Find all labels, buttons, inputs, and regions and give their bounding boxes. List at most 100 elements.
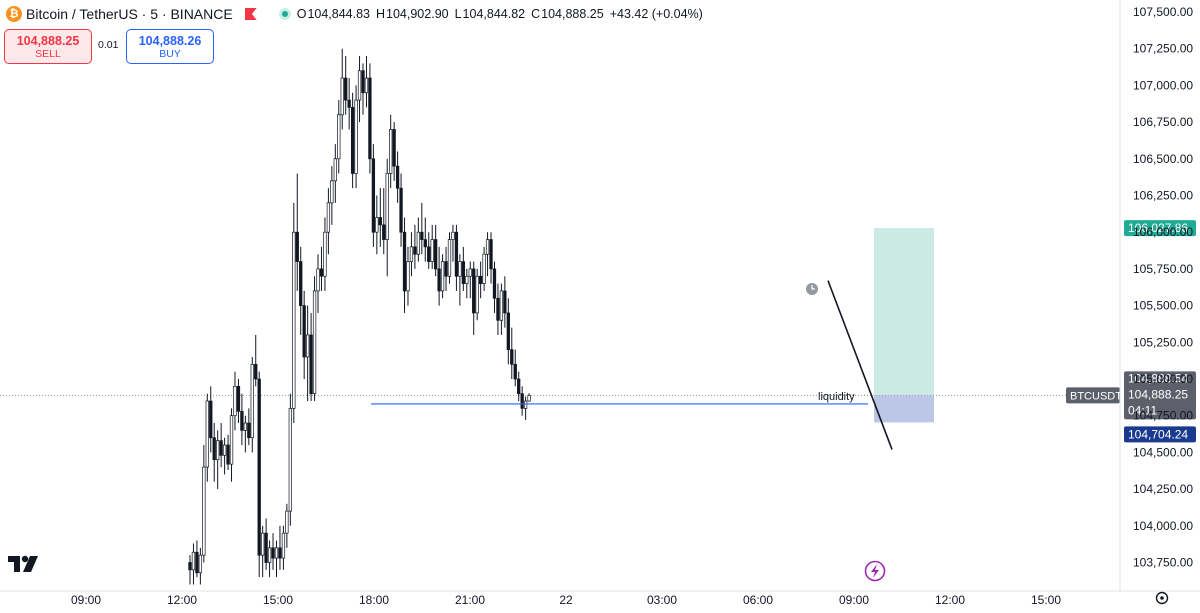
candle-body xyxy=(354,99,358,174)
candle-body xyxy=(499,290,504,321)
candle xyxy=(285,503,289,548)
candle-body xyxy=(527,395,531,402)
candle-body xyxy=(250,363,254,439)
candle-body xyxy=(191,551,196,571)
candle-body xyxy=(219,440,223,456)
candle-body xyxy=(461,261,465,284)
candle xyxy=(347,78,351,130)
candle xyxy=(430,224,434,269)
candle-body xyxy=(312,290,317,395)
candle-body xyxy=(371,158,376,233)
last-price-badge[interactable]: 104,888.54 104,888.25 04:11 xyxy=(1124,371,1196,420)
candle xyxy=(305,305,310,402)
candle-body xyxy=(333,158,337,182)
target-zone[interactable] xyxy=(874,228,934,396)
candle xyxy=(344,56,348,115)
candle xyxy=(402,217,407,313)
candle xyxy=(382,188,386,255)
candle xyxy=(368,63,372,174)
candle-body xyxy=(247,422,251,439)
candle-body xyxy=(423,239,427,248)
candle-body xyxy=(447,239,452,277)
time-axis[interactable] xyxy=(0,591,1200,613)
candle xyxy=(198,547,203,585)
candle xyxy=(406,246,410,306)
tradingview-logo[interactable] xyxy=(8,552,42,574)
candle xyxy=(243,415,248,453)
candle-body xyxy=(520,393,524,409)
candle-body xyxy=(510,349,514,365)
time-tick-label: 21:00 xyxy=(455,593,485,607)
trendline[interactable] xyxy=(827,280,893,450)
stop-zone[interactable] xyxy=(874,395,934,423)
candle xyxy=(229,408,234,482)
target-price-label[interactable]: 106,027.86 xyxy=(1124,220,1196,237)
candle-body xyxy=(281,532,286,559)
candle-body xyxy=(340,77,344,116)
price-tick-label: 107,250.00 xyxy=(1133,42,1193,56)
candle-body xyxy=(347,99,351,108)
candle xyxy=(216,430,220,490)
candle-body xyxy=(406,261,410,292)
candle-body xyxy=(468,268,472,277)
candle xyxy=(226,434,230,471)
candle xyxy=(465,268,469,299)
candle-body xyxy=(385,173,389,240)
time-tick-label: 12:00 xyxy=(167,593,197,607)
candle-body xyxy=(243,422,248,431)
time-tick-label: 15:00 xyxy=(263,593,293,607)
price-tick-label: 107,500.00 xyxy=(1133,5,1193,19)
clock-alert-icon[interactable] xyxy=(806,283,818,295)
candle xyxy=(295,173,299,291)
candle-body xyxy=(503,290,507,314)
candle xyxy=(475,268,479,321)
price-tick-label: 104,250.00 xyxy=(1133,482,1193,496)
alert-flag-icon[interactable] xyxy=(244,8,257,20)
reset-scale-icon[interactable] xyxy=(1154,590,1170,606)
market-status-icon[interactable] xyxy=(278,8,291,20)
candle xyxy=(312,276,317,402)
candle xyxy=(517,371,521,402)
candle-body xyxy=(420,231,424,240)
candle-body xyxy=(274,547,279,559)
candle-body xyxy=(413,246,417,255)
candle-body xyxy=(288,408,292,512)
candle-body xyxy=(229,415,234,465)
ohlc-readout: O104,844.83 H104,902.90 L104,844.82 C104,88… xyxy=(296,7,703,21)
candle-body xyxy=(492,268,497,299)
candle xyxy=(385,158,389,277)
time-tick-label: 12:00 xyxy=(935,593,965,607)
bar-countdown: 04:11 xyxy=(1128,403,1157,417)
sell-label: SELL xyxy=(35,47,61,60)
buy-button[interactable]: 104,888.26 BUY xyxy=(126,29,214,64)
sell-button[interactable]: 104,888.25 SELL xyxy=(4,29,92,64)
candle xyxy=(323,217,327,291)
candle-body xyxy=(236,385,241,412)
candle-body xyxy=(378,217,382,226)
candle-body xyxy=(264,532,268,563)
candle xyxy=(340,48,344,130)
candle xyxy=(188,555,192,585)
price-tick-label: 106,750.00 xyxy=(1133,115,1193,129)
candle xyxy=(427,232,431,269)
candle xyxy=(389,114,393,189)
symbol-title[interactable]: Bitcoin / TetherUS · 5 · BINANCE xyxy=(26,6,233,22)
candle xyxy=(510,327,514,379)
candle xyxy=(292,202,296,424)
candle-body xyxy=(202,466,206,556)
stop-price-label[interactable]: 104,704.24 xyxy=(1124,426,1196,443)
symbol-tag[interactable]: BTCUSDT xyxy=(1066,387,1122,404)
candle xyxy=(489,232,493,284)
svg-text:BTCUSDT: BTCUSDT xyxy=(1070,390,1122,402)
candle xyxy=(271,533,275,570)
candle-body xyxy=(389,129,393,174)
candle xyxy=(191,543,196,585)
lightning-icon[interactable] xyxy=(864,560,886,582)
candle-body xyxy=(364,77,369,94)
candle-body xyxy=(506,312,510,350)
candle-body xyxy=(513,363,517,380)
candle xyxy=(423,217,427,262)
price-tick-label: 106,500.00 xyxy=(1133,152,1193,166)
candle xyxy=(364,56,369,108)
